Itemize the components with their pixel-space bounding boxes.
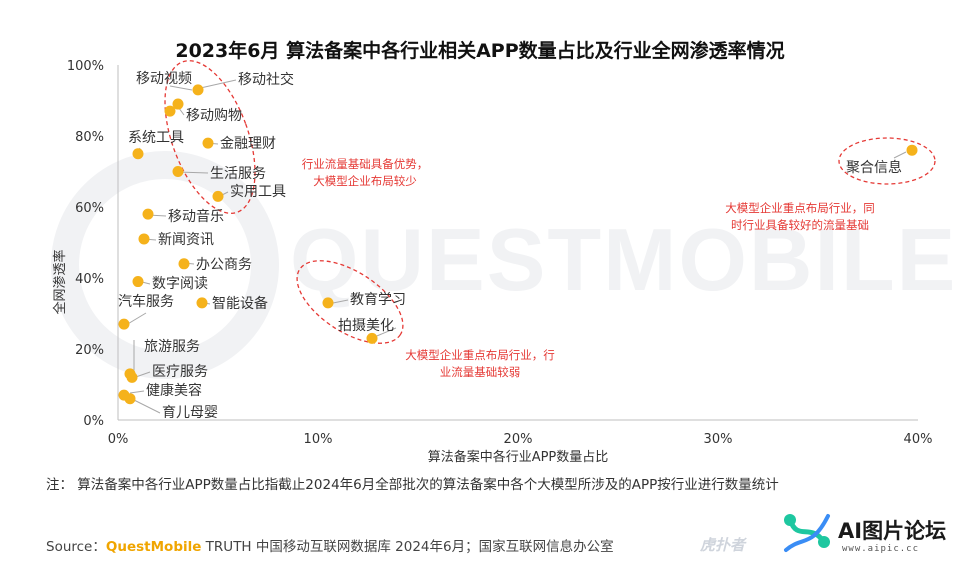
annotation-text: 大模型企业重点布局行业，行 <box>405 348 555 362</box>
x-tick-label: 10% <box>304 432 333 447</box>
data-point <box>124 393 136 405</box>
data-point <box>192 84 204 96</box>
data-point <box>196 297 208 309</box>
point-label: 办公商务 <box>196 257 252 273</box>
questmobile-watermark: QUESTMOBILE <box>51 151 957 379</box>
annotations: 行业流量基础具备优势， 大模型企业布局较少 大模型企业重点布局行业，同 时行业具… <box>302 157 875 379</box>
x-axis-label: 算法备案中各行业APP数量占比 <box>428 449 609 465</box>
data-point <box>202 137 214 149</box>
y-tick-label: 40% <box>75 272 104 287</box>
data-point <box>906 144 918 156</box>
x-tick-label: 0% <box>108 432 129 447</box>
y-tick-label: 0% <box>83 414 104 429</box>
annotation-text: 行业流量基础具备优势， <box>302 157 429 171</box>
data-point <box>322 297 334 309</box>
point-label: 汽车服务 <box>118 293 174 310</box>
source-line: Source：QuestMobile TRUTH 中国移动互联网数据库 2024… <box>46 535 614 555</box>
x-tick-label: 20% <box>504 432 533 447</box>
source-rest: TRUTH 中国移动互联网数据库 2024年6月；国家互联网信息办公室 <box>201 539 614 555</box>
logo-text: AI图片论坛 <box>838 519 947 543</box>
x-tick-label: 30% <box>704 432 733 447</box>
point-label: 数字阅读 <box>152 275 208 292</box>
leader-line <box>133 399 161 414</box>
cluster-ellipse-middle <box>296 260 404 344</box>
point-label: 金融理财 <box>220 136 276 152</box>
point-label: 育儿母婴 <box>162 405 218 421</box>
y-axis-label: 全网渗透率 <box>52 249 68 314</box>
point-label: 系统工具 <box>128 130 184 146</box>
point-label: 聚合信息 <box>846 159 902 176</box>
point-label: 移动社交 <box>238 71 294 88</box>
leader-line <box>893 151 907 159</box>
chart-title: 2023年6月 算法备案中各行业相关APP数量占比及行业全网渗透率情况 <box>175 40 785 62</box>
x-tick-label: 40% <box>904 432 933 447</box>
source-prefix: Source： <box>46 539 106 555</box>
y-tick-label: 100% <box>67 59 104 74</box>
point-label: 移动视频 <box>136 71 192 87</box>
watermark-text: QUESTMOBILE <box>290 210 957 309</box>
point-label: 智能设备 <box>212 295 268 312</box>
point-label: 移动购物 <box>186 108 242 124</box>
cluster-ellipse-top-left <box>164 60 256 214</box>
leader-line <box>129 390 145 394</box>
point-label: 医疗服务 <box>152 364 208 380</box>
logo-mark-icon <box>784 514 830 552</box>
point-label: 拍摄美化 <box>338 318 394 334</box>
data-point <box>138 233 150 245</box>
cluster-ellipse-right <box>838 137 936 185</box>
data-point <box>366 332 378 344</box>
axes <box>117 65 918 421</box>
data-points <box>118 84 918 405</box>
y-tick-label: 60% <box>75 201 104 216</box>
point-label: 健康美容 <box>146 382 202 399</box>
data-point <box>132 148 144 160</box>
annotation-text: 大模型企业布局较少 <box>313 174 417 188</box>
y-tick-label: 80% <box>75 130 104 145</box>
annotation-text: 时行业具备较好的流量基础 <box>731 218 869 232</box>
data-point <box>172 98 184 110</box>
point-label: 旅游服务 <box>144 339 200 355</box>
source-brand: QuestMobile <box>105 539 202 555</box>
point-label: 生活服务 <box>210 166 266 182</box>
watermark-stamp: 虎扑者 <box>700 536 746 554</box>
footnote: 注： 算法备案中各行业APP数量占比指截止2024年6月全部批次的算法备案中各个… <box>46 477 779 493</box>
data-point <box>118 318 130 330</box>
data-point <box>172 166 184 177</box>
data-point <box>212 190 224 202</box>
y-tick-label: 20% <box>75 343 104 358</box>
data-point <box>142 208 154 220</box>
point-label: 移动音乐 <box>168 208 224 225</box>
axis-ticks: 0% 10% 20% 30% 40% 0% 20% 40% 60% 80% 100% <box>67 59 933 447</box>
leader-line <box>169 85 193 91</box>
annotation-text: 大模型企业重点布局行业，同 <box>725 201 875 215</box>
point-label: 教育学习 <box>350 292 406 308</box>
data-point <box>178 258 190 270</box>
point-label: 实用工具 <box>230 184 286 200</box>
data-point <box>132 276 144 288</box>
aipic-logo <box>784 514 830 552</box>
point-label: 新闻资讯 <box>158 232 214 248</box>
data-point <box>164 105 176 117</box>
logo-url: www.aipic.cc <box>842 544 920 554</box>
data-point <box>126 371 138 383</box>
cluster-ellipses <box>164 60 936 344</box>
annotation-text: 业流量基础较弱 <box>440 365 521 379</box>
